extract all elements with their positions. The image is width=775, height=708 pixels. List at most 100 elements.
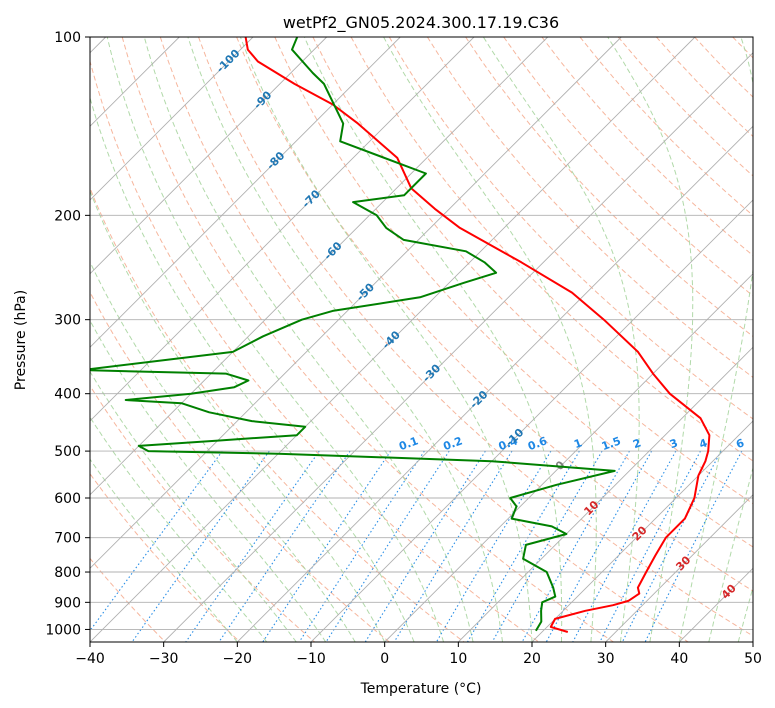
dry-adiabat-line [90, 384, 316, 642]
x-tick-label: −30 [149, 651, 179, 667]
x-tick-label: 20 [523, 651, 541, 667]
mixing-ratio-lines [90, 450, 743, 642]
dry-adiabat-line [388, 37, 753, 420]
mixing-ratio-line [521, 450, 630, 642]
dry-adiabat-line [236, 37, 753, 592]
isotherm-line [384, 273, 753, 642]
x-tick-label: −20 [223, 651, 253, 667]
dry-adiabats [90, 37, 775, 642]
moist-adiabat-line [90, 458, 238, 642]
dry-adiabat-line [274, 37, 753, 548]
dry-adiabat-line [312, 37, 753, 505]
x-tick-label: 10 [449, 651, 467, 667]
y-axis-label: Pressure (hPa) [13, 290, 29, 390]
moist-adiabat-line [383, 37, 597, 642]
moist-adiabat-line [737, 585, 753, 642]
mixing-ratio-label: 0.6 [526, 434, 549, 453]
dry-adiabat-line [465, 37, 753, 338]
y-tick-label: 100 [54, 30, 81, 46]
x-tick-label: −40 [75, 651, 105, 667]
isotherm-line [605, 494, 753, 642]
x-tick-label: 0 [380, 651, 389, 667]
moist-adiabat-line [90, 260, 356, 642]
moist-adiabat-line [90, 416, 268, 642]
moist-adiabat-line [708, 466, 753, 642]
mixing-ratio-label: 4 [697, 436, 709, 451]
plot-background [90, 37, 753, 642]
mixing-ratio-line [621, 450, 722, 642]
mixing-ratio-label: 6 [734, 436, 746, 451]
mixing-ratio-label: 1 [572, 436, 584, 451]
mixing-ratio-line [545, 450, 653, 642]
moist-adiabat-line [239, 37, 533, 642]
isotherm-line [310, 199, 753, 642]
isotherm-line [752, 641, 753, 642]
dry-adiabat-line [503, 37, 753, 297]
dewpoint-line [90, 37, 616, 632]
mixing-ratio-label: 0.2 [441, 434, 464, 453]
moist-adiabat-line [90, 319, 327, 642]
y-tick-label: 200 [54, 208, 81, 224]
x-axis-label: Temperature (°C) [360, 681, 482, 697]
dry-adiabat-line [350, 37, 753, 462]
dry-adiabat-line [90, 59, 540, 642]
profile-series [90, 37, 711, 633]
isotherm-line [90, 37, 254, 201]
y-tick-label: 900 [54, 595, 81, 611]
isotherm-line [90, 37, 696, 642]
plot-frame [89, 36, 754, 643]
mixing-ratio-label: 8 [764, 436, 775, 451]
dry-adiabat-line [771, 37, 775, 642]
isotherm-line [90, 37, 549, 496]
moist-adiabat-line [143, 37, 474, 642]
temperature-line [244, 37, 711, 633]
mixing-ratio-line [572, 450, 677, 642]
moist-adiabats [90, 37, 753, 642]
axis-ticks: −40 −30 −20 −10 0 10 20 30 40 5010020030040050060… [45, 30, 762, 667]
dry-adiabat-line [90, 291, 390, 642]
isotherm-line [236, 125, 753, 642]
y-tick-label: 800 [54, 565, 81, 581]
mixing-ratio-line [298, 450, 425, 642]
x-tick-label: −10 [296, 651, 326, 667]
dry-adiabat-line [159, 37, 689, 642]
y-tick-label: 400 [54, 387, 81, 403]
isotherm-line [90, 37, 622, 569]
mixing-ratio-label: 2 [631, 436, 643, 451]
mixing-ratio-label: 1.5 [600, 434, 623, 453]
mixing-ratio-label: 0.4 [497, 434, 520, 453]
mixing-ratio-line [491, 450, 603, 642]
moist-adiabat-line [187, 37, 503, 642]
moist-adiabat-line [90, 189, 386, 642]
y-tick-label: 500 [54, 444, 81, 460]
moist-adiabat-line [482, 37, 640, 642]
y-tick-label: 700 [54, 531, 81, 547]
mixing-ratio-label: 3 [668, 436, 680, 451]
y-tick-label: 600 [54, 491, 81, 507]
x-tick-label: 40 [670, 651, 688, 667]
dry-adiabat-line [426, 37, 753, 378]
mixing-ratio-label: 0.1 [397, 434, 420, 453]
mixing-ratio-line [90, 450, 223, 632]
moist-adiabat-line [607, 37, 694, 642]
isotherm-line [457, 346, 753, 642]
moist-adiabat-line [106, 37, 445, 642]
isotherm-line [90, 37, 401, 348]
mixing-ratio-line [262, 450, 392, 642]
mixing-ratio-line [644, 450, 743, 642]
isotherm-line [531, 420, 753, 642]
mixing-ratio-line [218, 450, 351, 642]
dry-adiabat-line [90, 186, 465, 642]
isotherm-line [163, 52, 753, 642]
y-tick-label: 300 [54, 313, 81, 329]
dry-adiabat-line [90, 472, 241, 642]
moist-adiabat-line [678, 37, 753, 642]
x-tick-label: 50 [744, 651, 762, 667]
y-tick-label: 1000 [45, 622, 81, 638]
pressure-gridlines [90, 37, 753, 630]
isotherm-line [90, 37, 328, 275]
mixing-ratio-line [599, 450, 701, 642]
mixing-ratio-line [185, 450, 320, 642]
chart-title: wetPf2_GN05.2024.300.17.19.C36 [283, 13, 559, 33]
